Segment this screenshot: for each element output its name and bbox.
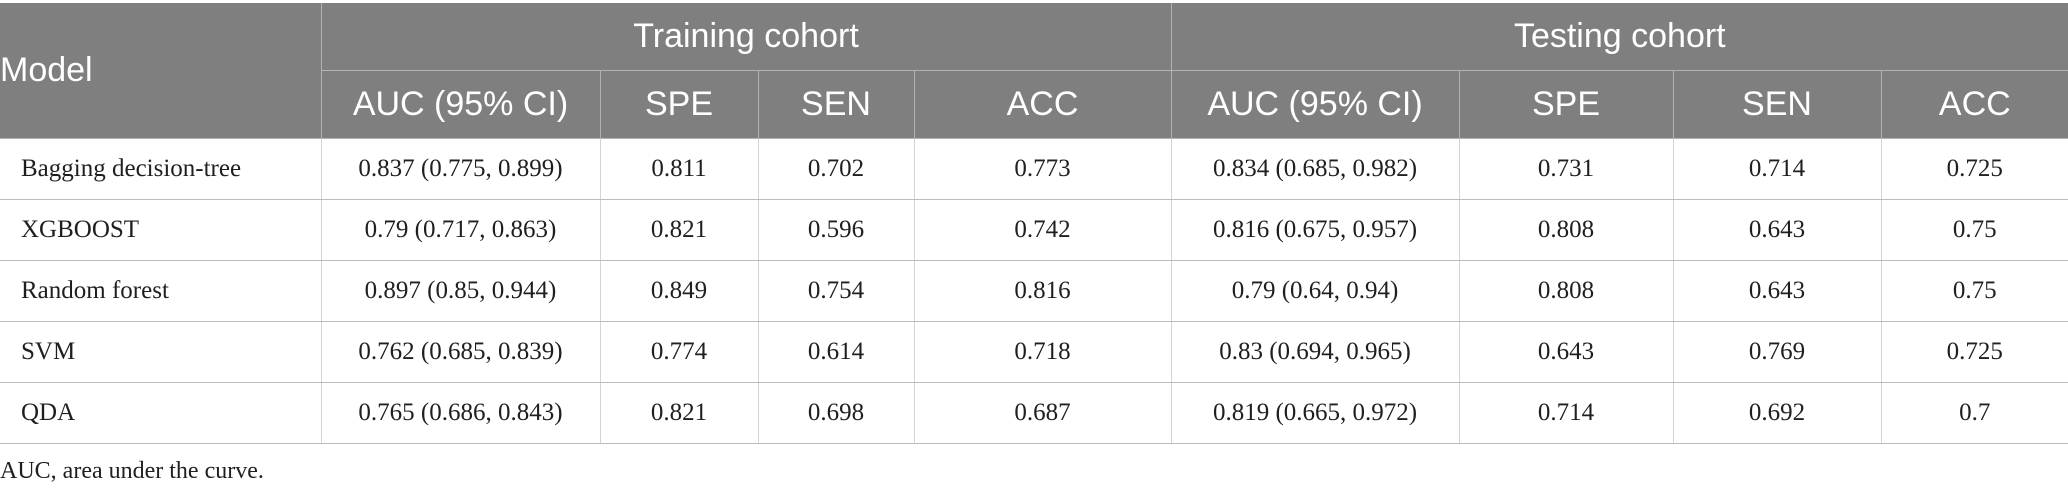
table-cell: 0.819 (0.665, 0.972) bbox=[1171, 382, 1460, 444]
table-cell: 0.702 bbox=[758, 138, 915, 200]
table-cell: 0.754 bbox=[758, 260, 915, 322]
metric-header: SPE bbox=[1459, 70, 1674, 139]
group-header-row: Model Training cohort Testing cohort bbox=[0, 3, 2068, 139]
table-cell: 0.687 bbox=[914, 382, 1172, 444]
table-cell: 0.849 bbox=[600, 260, 759, 322]
table-row: XGBOOST 0.79 (0.717, 0.863) 0.821 0.596 … bbox=[0, 199, 2068, 261]
table-cell: 0.821 bbox=[600, 199, 759, 261]
table-row: Bagging decision-tree 0.837 (0.775, 0.89… bbox=[0, 138, 2068, 200]
table-cell: 0.692 bbox=[1673, 382, 1882, 444]
table-cell: 0.714 bbox=[1673, 138, 1882, 200]
table-cell: 0.808 bbox=[1459, 260, 1674, 322]
table-cell: 0.698 bbox=[758, 382, 915, 444]
model-column-header: Model bbox=[0, 3, 322, 139]
table-cell: 0.79 (0.717, 0.863) bbox=[321, 199, 601, 261]
table-footnote: AUC, area under the curve. bbox=[0, 458, 264, 484]
table-cell: 0.731 bbox=[1459, 138, 1674, 200]
metric-header: ACC bbox=[1881, 70, 2068, 139]
table-cell: 0.816 (0.675, 0.957) bbox=[1171, 199, 1460, 261]
model-name-cell: QDA bbox=[0, 382, 322, 444]
table-cell: 0.769 bbox=[1673, 321, 1882, 383]
table-cell: 0.725 bbox=[1881, 321, 2068, 383]
table-cell: 0.596 bbox=[758, 199, 915, 261]
table-cell: 0.816 bbox=[914, 260, 1172, 322]
table-cell: 0.75 bbox=[1881, 260, 2068, 322]
table-cell: 0.714 bbox=[1459, 382, 1674, 444]
testing-cohort-header: Testing cohort bbox=[1171, 3, 2068, 71]
table-cell: 0.773 bbox=[914, 138, 1172, 200]
table-cell: 0.83 (0.694, 0.965) bbox=[1171, 321, 1460, 383]
table-cell: 0.837 (0.775, 0.899) bbox=[321, 138, 601, 200]
table-cell: 0.718 bbox=[914, 321, 1172, 383]
model-name-cell: Random forest bbox=[0, 260, 322, 322]
table-cell: 0.75 bbox=[1881, 199, 2068, 261]
model-name-cell: SVM bbox=[0, 321, 322, 383]
table-cell: 0.774 bbox=[600, 321, 759, 383]
table-cell: 0.79 (0.64, 0.94) bbox=[1171, 260, 1460, 322]
model-name-cell: Bagging decision-tree bbox=[0, 138, 322, 200]
table-cell: 0.643 bbox=[1459, 321, 1674, 383]
table-cell: 0.765 (0.686, 0.843) bbox=[321, 382, 601, 444]
model-name-cell: XGBOOST bbox=[0, 199, 322, 261]
table-row: QDA 0.765 (0.686, 0.843) 0.821 0.698 0.6… bbox=[0, 382, 2068, 444]
table-cell: 0.643 bbox=[1673, 199, 1882, 261]
table-cell: 0.762 (0.685, 0.839) bbox=[321, 321, 601, 383]
table-cell: 0.811 bbox=[600, 138, 759, 200]
table-cell: 0.897 (0.85, 0.944) bbox=[321, 260, 601, 322]
table-cell: 0.614 bbox=[758, 321, 915, 383]
table-cell: 0.808 bbox=[1459, 199, 1674, 261]
table-row: Random forest 0.897 (0.85, 0.944) 0.849 … bbox=[0, 260, 2068, 322]
table-cell: 0.834 (0.685, 0.982) bbox=[1171, 138, 1460, 200]
table-cell: 0.725 bbox=[1881, 138, 2068, 200]
metric-header: AUC (95% CI) bbox=[1171, 70, 1460, 139]
metric-header: SPE bbox=[600, 70, 759, 139]
metric-header: ACC bbox=[914, 70, 1172, 139]
metric-header: SEN bbox=[758, 70, 915, 139]
metric-header: SEN bbox=[1673, 70, 1882, 139]
metric-header-row: AUC (95% CI) SPE SEN ACC AUC (95% CI) SP… bbox=[0, 70, 2068, 139]
table-cell: 0.643 bbox=[1673, 260, 1882, 322]
training-cohort-header: Training cohort bbox=[321, 3, 1172, 71]
table-row: SVM 0.762 (0.685, 0.839) 0.774 0.614 0.7… bbox=[0, 321, 2068, 383]
metric-header: AUC (95% CI) bbox=[321, 70, 601, 139]
table-cell: 0.7 bbox=[1881, 382, 2068, 444]
table-cell: 0.821 bbox=[600, 382, 759, 444]
results-table: Model Training cohort Testing cohort AUC… bbox=[0, 3, 2068, 444]
table-cell: 0.742 bbox=[914, 199, 1172, 261]
